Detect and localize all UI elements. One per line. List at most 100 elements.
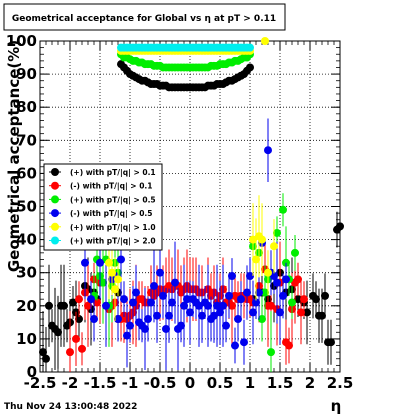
data-point xyxy=(282,275,290,284)
data-point xyxy=(114,275,122,284)
series-6 xyxy=(117,43,254,52)
data-point xyxy=(75,295,83,304)
data-point xyxy=(111,285,119,294)
data-point xyxy=(303,308,311,317)
x-tick-label: 0.5 xyxy=(207,374,234,392)
data-point xyxy=(132,288,140,297)
data-point xyxy=(141,324,149,333)
data-point xyxy=(246,63,254,72)
legend-label: (-) with pT/|q| > 0.1 xyxy=(70,182,152,192)
data-point xyxy=(156,268,164,277)
data-point xyxy=(186,308,194,317)
data-point xyxy=(234,315,242,324)
data-point xyxy=(60,301,68,310)
data-point xyxy=(204,301,212,310)
data-point xyxy=(54,328,62,337)
x-tick-label: -0.5 xyxy=(144,374,177,392)
data-point xyxy=(159,291,167,300)
data-point xyxy=(228,301,236,310)
data-point xyxy=(273,278,281,287)
data-point xyxy=(267,348,275,357)
data-point xyxy=(153,311,161,320)
data-point xyxy=(252,298,260,307)
x-tick-label: 1.5 xyxy=(267,374,294,392)
data-point xyxy=(102,301,110,310)
data-point xyxy=(255,288,263,297)
data-point xyxy=(69,298,77,307)
data-point xyxy=(216,308,224,317)
data-point xyxy=(210,311,218,320)
x-tick-label: -2.5 xyxy=(24,374,57,392)
series-layer xyxy=(39,37,344,372)
data-point xyxy=(252,255,260,264)
data-point xyxy=(273,228,281,237)
data-point xyxy=(222,321,230,330)
data-point xyxy=(99,278,107,287)
data-point xyxy=(261,37,269,45)
y-tick-label: 20 xyxy=(16,297,37,315)
data-point xyxy=(87,295,95,304)
y-tick-label: 40 xyxy=(16,231,37,249)
x-tick-labels: -2.5 -2 -1.5 -1 -0.5 0 0.5 1 1.5 2 2.5 xyxy=(24,374,354,392)
chart-title: Geometrical acceptance for Global vs η a… xyxy=(12,14,276,24)
x-tick-label: 2 xyxy=(305,374,315,392)
data-point xyxy=(129,298,137,307)
data-point xyxy=(321,291,329,300)
title-frame xyxy=(3,3,286,31)
data-point xyxy=(285,341,293,350)
data-point xyxy=(279,205,287,214)
data-point xyxy=(168,298,176,307)
data-point xyxy=(150,281,158,290)
y-tick-label: 30 xyxy=(16,264,37,282)
data-point xyxy=(195,301,203,310)
data-point xyxy=(270,242,278,251)
data-point xyxy=(180,301,188,310)
y-tick-label: 90 xyxy=(16,65,37,83)
x-tick-label: 1 xyxy=(245,374,255,392)
legend-items: (+) with pT/|q| > 0.1 (-) with pT/|q| > 0… xyxy=(49,168,156,247)
x-tick-label: 2.5 xyxy=(327,374,354,392)
data-point xyxy=(294,275,302,284)
data-point xyxy=(90,315,98,324)
data-point xyxy=(144,315,152,324)
y-tick-label: 70 xyxy=(16,131,37,149)
data-point xyxy=(267,301,275,310)
legend-label: (+) with pT/|q| > 0.5 xyxy=(70,195,156,205)
data-point xyxy=(219,301,227,310)
y-axis-label: Geometrical acceptance(%) xyxy=(5,40,23,272)
data-point xyxy=(198,311,206,320)
data-point xyxy=(213,301,221,310)
data-point xyxy=(120,295,128,304)
data-point xyxy=(162,324,170,333)
data-point xyxy=(294,295,302,304)
x-axis-label: η xyxy=(331,397,342,414)
x-tick-label: -1 xyxy=(122,374,139,392)
data-point xyxy=(177,321,185,330)
series-3 xyxy=(90,50,299,372)
data-point xyxy=(45,301,53,310)
y-tick-labels: 0 10 20 30 40 50 60 70 80 90 100 xyxy=(6,32,37,381)
data-point xyxy=(183,295,191,304)
y-tick-label: 10 xyxy=(16,330,37,348)
data-point xyxy=(246,43,254,52)
data-point xyxy=(81,258,89,267)
data-point xyxy=(228,272,236,281)
data-point xyxy=(78,344,86,353)
data-point xyxy=(123,331,131,340)
legend-label: (+) with pT/|q| > 0.1 xyxy=(70,168,156,178)
data-point xyxy=(300,295,308,304)
data-point xyxy=(249,308,257,317)
data-point xyxy=(147,298,155,307)
data-point xyxy=(276,308,284,317)
data-point xyxy=(225,291,233,300)
data-point xyxy=(312,295,320,304)
data-point xyxy=(240,338,248,347)
data-point xyxy=(243,288,251,297)
data-point xyxy=(279,291,287,300)
data-point xyxy=(96,258,104,267)
y-tick-label: 50 xyxy=(16,198,37,216)
data-point xyxy=(39,348,47,357)
data-point xyxy=(261,288,269,297)
data-point xyxy=(291,248,299,257)
